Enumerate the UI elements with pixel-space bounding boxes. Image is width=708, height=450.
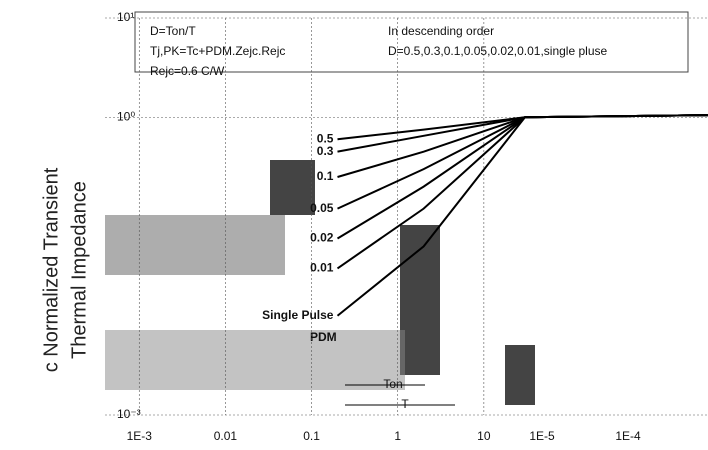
series-label: Single Pulse [262, 308, 334, 322]
series-label: 0.01 [310, 261, 334, 275]
x-tick-label: 1E-3 [127, 429, 153, 443]
series-label: 0.02 [310, 231, 334, 245]
series-label: 0.5 [317, 131, 334, 145]
artifact [400, 225, 440, 375]
x-tick-label: 0.1 [303, 429, 320, 443]
series-label: 0.1 [317, 169, 334, 183]
x-tick-label: 10 [477, 429, 491, 443]
info-text: Rejc=0.6 C/W [150, 64, 225, 78]
stray-label: 1E-4 [615, 429, 641, 443]
y-tick-label: 10⁰ [117, 109, 135, 123]
info-box [134, 11, 689, 73]
info-text: D=0.5,0.3,0.1,0.05,0.02,0.01,single plus… [388, 44, 607, 58]
artifact [105, 330, 405, 390]
artifact [270, 160, 315, 215]
artifact [505, 345, 535, 405]
series-label: 0.3 [317, 144, 334, 158]
series-line [336, 114, 708, 317]
info-text: In descending order [388, 24, 494, 38]
pulse-label: T [401, 397, 409, 411]
y-label: c Normalized Transient [40, 167, 62, 372]
pulse-label: PDM [310, 330, 337, 344]
series-label: 0.05 [310, 201, 334, 215]
info-text: D=Ton/T [150, 24, 196, 38]
info-text: Tj,PK=Tc+PDM.Zejc.Rejc [150, 44, 285, 58]
y-label: Thermal Impedance [68, 181, 90, 359]
x-tick-label: 1 [394, 429, 401, 443]
stray-label: 1E-5 [529, 429, 555, 443]
x-tick-label: 0.01 [214, 429, 238, 443]
pulse-label: Ton [383, 377, 402, 391]
y-tick-label: 10¹ [117, 10, 134, 24]
artifact [105, 215, 285, 275]
y-tick-label: 10⁻³ [117, 407, 141, 421]
